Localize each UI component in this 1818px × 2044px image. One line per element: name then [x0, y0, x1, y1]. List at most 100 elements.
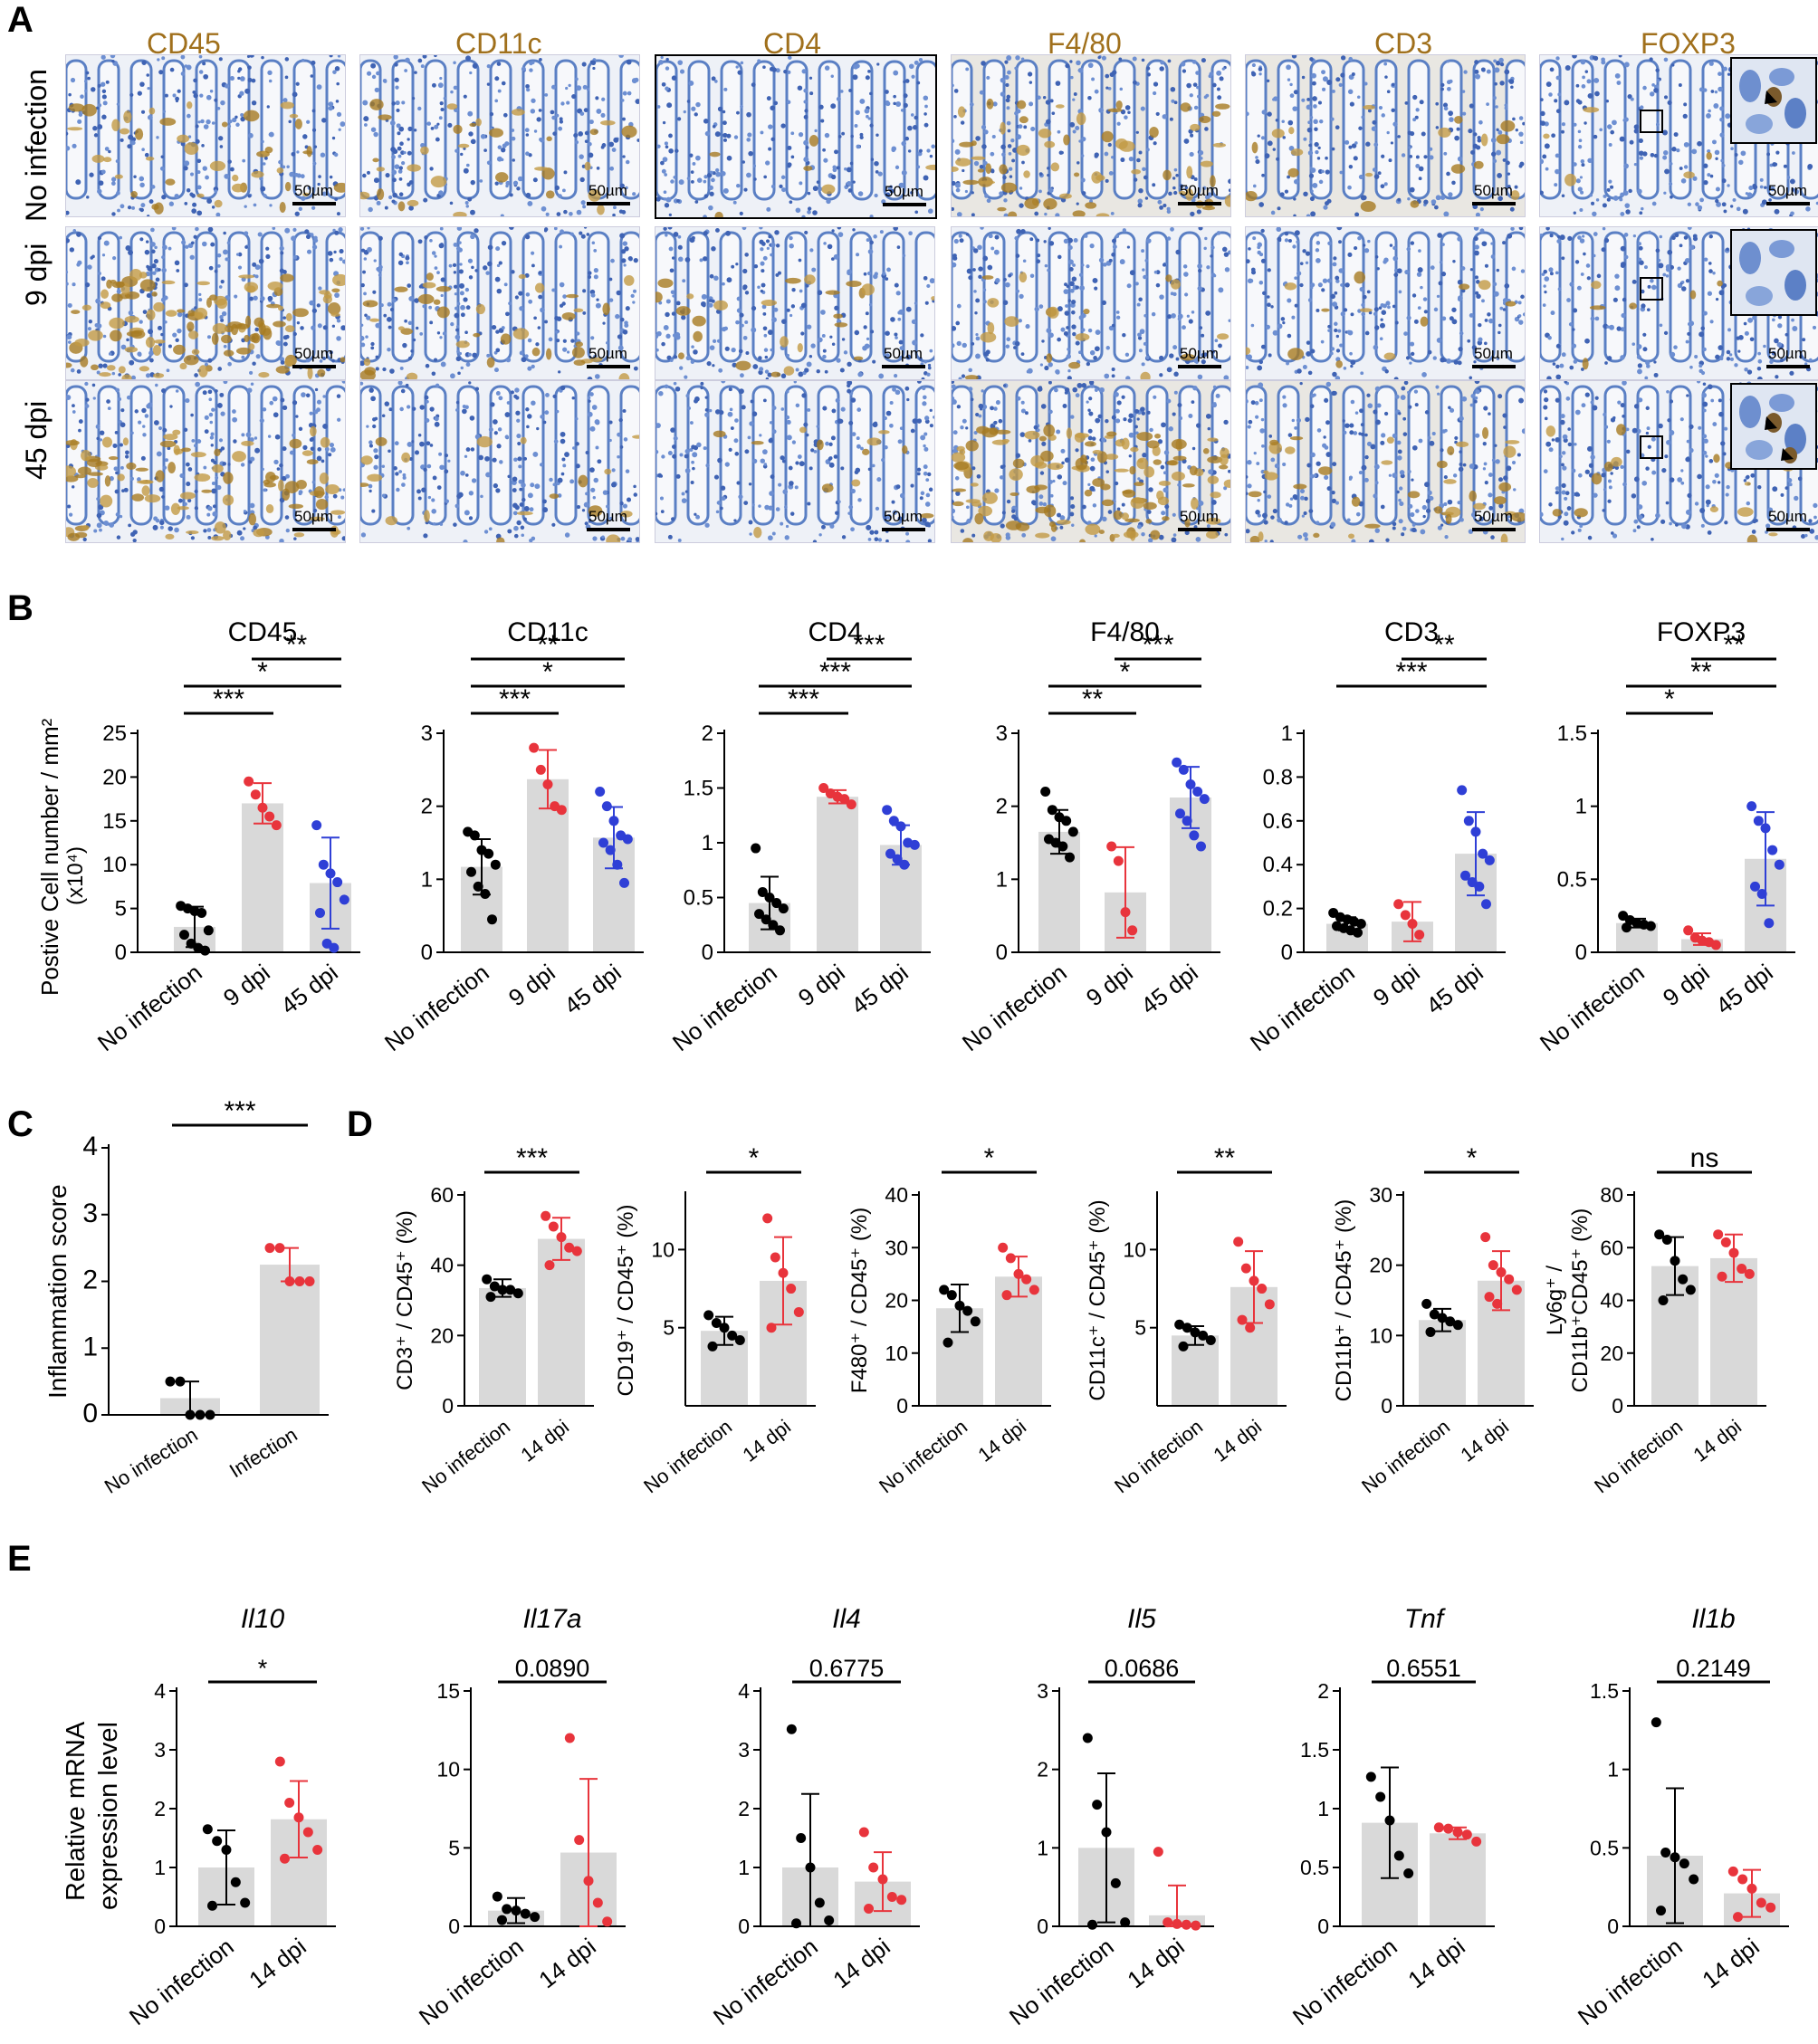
y-tick-label: 15	[102, 809, 127, 834]
y-tick-label: 0	[154, 1915, 166, 1938]
data-point	[770, 1252, 780, 1263]
data-point	[778, 903, 789, 914]
data-point	[1384, 1815, 1395, 1826]
data-point	[1445, 1316, 1456, 1327]
data-point	[1710, 940, 1721, 950]
y-tick-label: 15	[436, 1679, 460, 1703]
y-tick-label: 1	[1607, 1758, 1619, 1781]
y-tick-label: 20	[885, 1289, 908, 1313]
data-point	[751, 843, 761, 854]
inset-image	[1739, 394, 1806, 463]
y-tick-label: 0	[442, 1394, 454, 1418]
data-point	[487, 914, 497, 925]
chart-title: CD3	[1384, 617, 1439, 647]
data-point	[294, 1276, 305, 1286]
y-tick-label: 0.2	[1263, 897, 1293, 922]
data-point	[1504, 1274, 1515, 1285]
data-point	[1744, 1268, 1755, 1279]
micrograph-tile-r1-c1: 50µm	[359, 226, 640, 380]
foxp3-inset-marker	[1640, 435, 1663, 459]
data-point	[1082, 1733, 1093, 1743]
data-point	[485, 1292, 496, 1303]
foxp3-inset-marker	[1640, 110, 1663, 133]
significance-label: **	[1433, 630, 1455, 660]
data-point	[541, 1210, 551, 1221]
data-point	[329, 942, 340, 953]
data-point	[511, 1906, 521, 1916]
data-point	[1437, 1313, 1448, 1323]
data-point	[1452, 1320, 1463, 1331]
inset-image	[1739, 240, 1806, 306]
data-point	[274, 1243, 285, 1254]
chart-title: CD45	[228, 617, 298, 647]
data-point	[284, 1276, 295, 1286]
data-point	[601, 801, 612, 812]
significance-label: ***	[788, 684, 819, 714]
data-point	[1067, 826, 1078, 837]
micrograph-image	[1246, 55, 1525, 216]
chart-d-ly6g: 0 20 40 60 80 No infection 14 dpi ns Ly6g⁺ / CD11…	[1543, 1143, 1766, 1497]
y-tick-label: 5	[663, 1316, 675, 1340]
y-tick-label: 0	[82, 1399, 98, 1428]
chart-d-cd3: 0 20 40 60 No infection 14 dpi *** CD3⁺ / CD45⁺…	[393, 1143, 594, 1497]
x-category-label: 45 dpi	[1421, 959, 1488, 1019]
data-point	[1421, 1298, 1432, 1309]
scale-bar	[587, 365, 630, 368]
scale-bar	[1472, 202, 1516, 205]
data-point	[761, 914, 771, 925]
scale-bar-label: 50µm	[588, 182, 627, 199]
scale-bar-label: 50µm	[1180, 508, 1219, 525]
data-point	[1480, 1232, 1491, 1243]
data-point	[1245, 1323, 1256, 1333]
data-point	[1764, 918, 1775, 929]
data-point	[1365, 1772, 1376, 1782]
data-point	[754, 909, 764, 920]
significance-label: ns	[1690, 1143, 1719, 1173]
x-category-label: No infection	[1573, 1933, 1688, 2030]
data-point	[1407, 919, 1418, 930]
data-point	[497, 1915, 507, 1925]
data-point	[1753, 816, 1764, 826]
data-point	[791, 1918, 801, 1929]
bar-1	[1430, 1833, 1486, 1926]
y-tick-label: 0	[996, 941, 1008, 965]
data-point	[909, 839, 920, 850]
y-tick-label: 1.5	[1300, 1738, 1329, 1762]
y-tick-label: 10	[436, 1758, 460, 1781]
scale-bar-label: 50µm	[1180, 345, 1219, 362]
data-point	[1057, 841, 1068, 852]
significance-label: ***	[224, 1096, 255, 1126]
data-point	[1414, 930, 1425, 941]
data-point	[271, 820, 282, 831]
y-tick-label: 5	[448, 1836, 460, 1859]
chart-e-il10: Il10 0 1 2 3 4 No infection 14 dpi *	[124, 1604, 336, 2030]
x-category-label: 45 dpi	[559, 959, 626, 1019]
scale-bar-label: 50µm	[294, 345, 333, 362]
micrograph-image	[66, 227, 345, 379]
data-point	[564, 1733, 575, 1743]
data-point	[1113, 855, 1124, 866]
scale-bar	[1766, 528, 1810, 531]
data-point	[284, 1798, 295, 1808]
foxp3-zoom-inset	[1730, 383, 1817, 470]
y-tick-label: 0.5	[1300, 1856, 1329, 1879]
y-tick-label: 2	[1317, 1679, 1329, 1703]
significance-label: ***	[819, 657, 851, 687]
micrograph-image	[952, 55, 1230, 216]
data-point	[212, 1836, 223, 1847]
y-tick-label: 3	[421, 721, 433, 746]
data-point	[1175, 808, 1185, 819]
micrograph-tile-r2-c0: 50µm	[65, 380, 346, 543]
y-tick-label: 0	[1281, 941, 1293, 965]
data-point	[264, 811, 275, 822]
micrograph-tile-r1-c0: 50µm	[65, 226, 346, 380]
chart-d-cd19: 5 10 No infection 14 dpi * CD19⁺ / CD45⁺ (%)	[614, 1143, 816, 1497]
data-point	[1240, 1263, 1251, 1274]
scale-bar-label: 50µm	[294, 182, 333, 199]
y-tick-label: 1	[421, 867, 433, 892]
data-point	[1249, 1275, 1259, 1286]
x-category-label: 14 dpi	[1209, 1415, 1266, 1466]
data-point	[727, 1330, 738, 1341]
data-point	[1127, 925, 1138, 936]
data-point	[1678, 1274, 1689, 1285]
